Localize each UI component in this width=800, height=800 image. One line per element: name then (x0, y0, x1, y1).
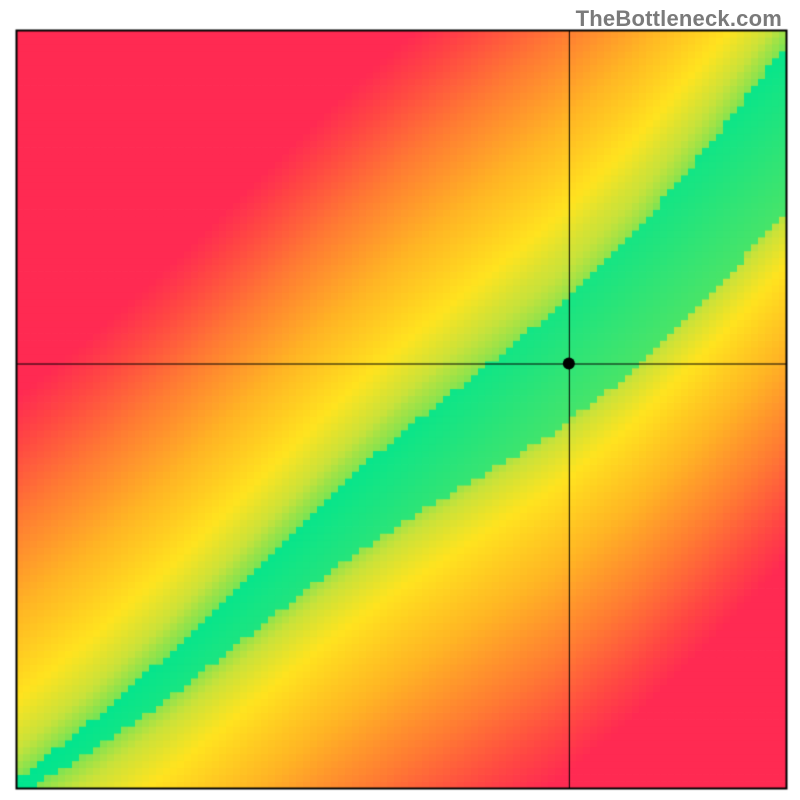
bottleneck-heatmap (0, 0, 800, 800)
watermark-text: TheBottleneck.com (576, 6, 782, 32)
chart-container: TheBottleneck.com (0, 0, 800, 800)
